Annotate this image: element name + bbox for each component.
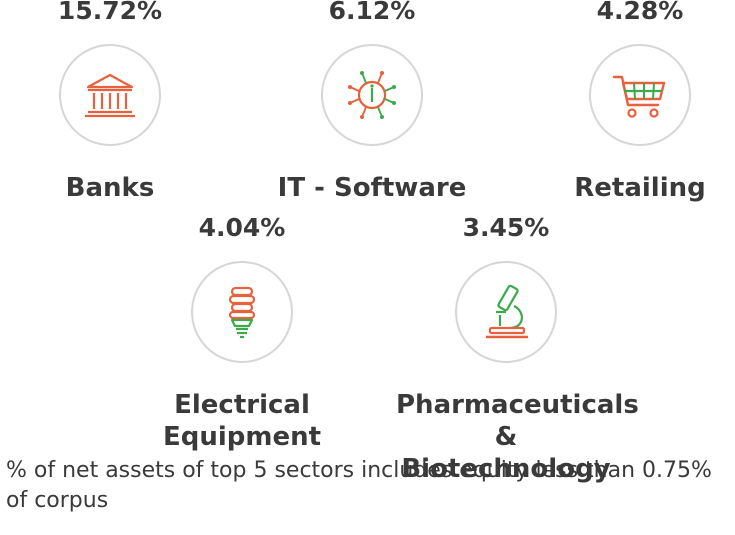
light-bulb-icon: [228, 286, 256, 339]
bank-building-icon: [85, 73, 135, 118]
sector-banks: 15.72% Banks: [0, 0, 220, 236]
sector-pharmaceuticals-biotechnology: 3.45% Pharmaceuticals & Biotechnology: [396, 213, 639, 484]
icon-circle: [589, 44, 691, 146]
sector-percentage: 15.72%: [57, 0, 163, 25]
sector-name: IT - Software: [277, 173, 467, 203]
microscope-icon: [486, 284, 528, 339]
sector-percentage: 6.12%: [328, 0, 416, 25]
sector-name: Banks: [65, 173, 155, 203]
circuit-chip-icon: [348, 71, 396, 119]
sector-name: Electrical Equipment: [162, 390, 322, 452]
footnote: % of net assets of top 5 sectors include…: [6, 458, 712, 513]
sector-name: Retailing: [574, 173, 706, 203]
sector-electrical-equipment: 4.04% Electrical Equipment: [132, 213, 352, 453]
icon-circle: [321, 44, 423, 146]
sector-percentage: 3.45%: [462, 213, 550, 242]
sector-percentage: 4.28%: [596, 0, 684, 25]
shopping-cart-icon: [612, 75, 666, 118]
sector-percentage: 4.04%: [198, 213, 286, 242]
icon-circle: [191, 261, 293, 363]
sector-retailing: 4.28% Retailing: [530, 0, 735, 236]
icon-circle: [59, 44, 161, 146]
sector-name: Pharmaceuticals & Biotechnology: [396, 390, 639, 484]
sector-it-software: 6.12% IT - Software: [262, 0, 482, 236]
icon-circle: [455, 261, 557, 363]
